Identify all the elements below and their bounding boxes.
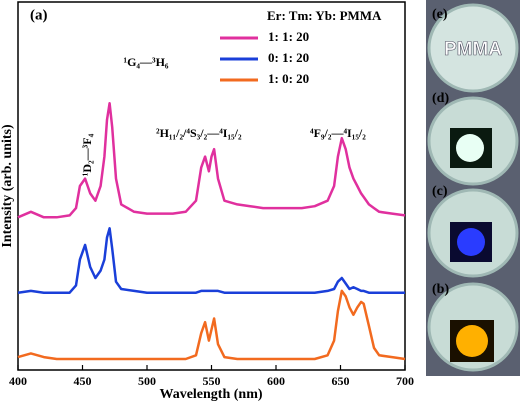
spectrum-line [17, 101, 406, 219]
x-tick-label: 400 [9, 374, 27, 388]
photo-label: (c) [432, 184, 448, 199]
glow [456, 325, 488, 357]
panel-label: (a) [30, 7, 48, 23]
x-tick-label: 500 [138, 374, 156, 388]
spectrum-line [17, 289, 406, 361]
photo-label: (e) [432, 7, 448, 22]
x-tick-label: 700 [396, 374, 414, 388]
legend-label: 1: 1: 20 [268, 29, 309, 44]
dish [427, 3, 519, 93]
photos [426, 0, 520, 376]
plot-frame [17, 1, 406, 371]
photo-caption: PMMA [444, 39, 502, 60]
x-tick-label: 650 [332, 374, 350, 388]
x-tick-label: 450 [74, 374, 92, 388]
photo-label: (d) [432, 91, 449, 106]
x-axis-label: Wavelength (nm) [159, 387, 262, 402]
x-tick-label: 600 [267, 374, 285, 388]
legend-label: 0: 1: 20 [268, 50, 309, 65]
glow [456, 134, 484, 162]
glow [457, 228, 485, 256]
annotation: ¹G₄—³H₆ [123, 55, 168, 69]
spectrum-line [17, 227, 405, 294]
x-tick-label: 550 [203, 374, 221, 388]
legend-label: 1: 0: 20 [268, 71, 309, 86]
legend-title: Er: Tm: Yb: PMMA [267, 8, 382, 23]
annotation: ¹D₂—³F₄ [80, 133, 94, 176]
annotation: ²H₁₁/₂/⁴S₃/₂—⁴I₁₅/₂ [156, 126, 242, 140]
annotation: ⁴F₉/₂—⁴I₁₅/₂ [310, 126, 366, 140]
y-axis-label: Intensity (arb. units) [0, 124, 15, 248]
photo-label: (b) [432, 282, 449, 297]
